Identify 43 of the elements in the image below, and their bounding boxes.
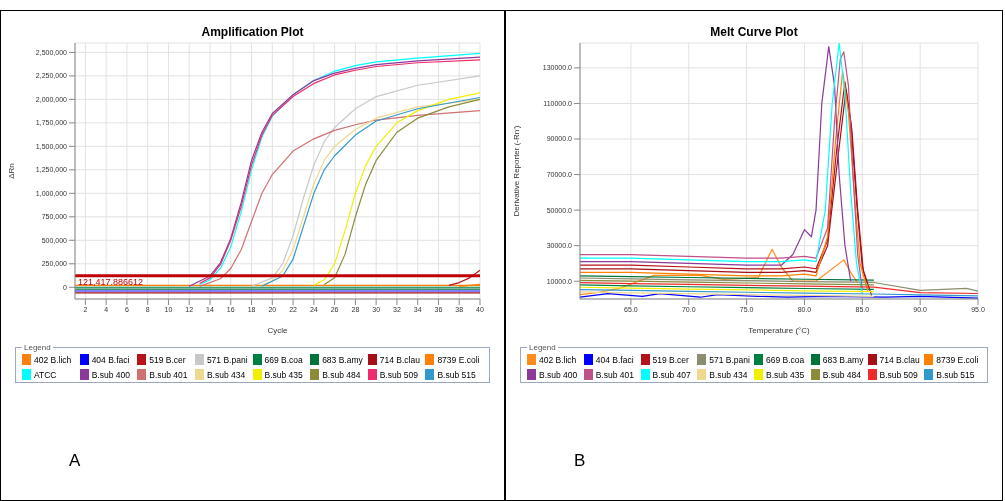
legend-label: B.sub 484 bbox=[821, 369, 863, 380]
legend-label: B.sub 401 bbox=[594, 369, 636, 380]
x-axis-title: Temperature (°C) bbox=[748, 326, 811, 335]
legend-label: 402 B.lich bbox=[33, 354, 73, 365]
legend-label: 571 B.pani bbox=[205, 354, 249, 365]
legend-label: B.sub 515 bbox=[436, 369, 477, 380]
legend-label: B.sub 515 bbox=[935, 369, 976, 380]
legend-label: B.sub 400 bbox=[90, 369, 131, 380]
y-axis-title: ΔRn bbox=[6, 163, 16, 179]
x-axis-title: Cycle bbox=[267, 326, 289, 335]
legend-label: B.sub 484 bbox=[321, 369, 362, 380]
legend-title: Legend bbox=[528, 343, 557, 352]
legend-label: B.sub 435 bbox=[263, 369, 304, 380]
text: A bbox=[69, 451, 81, 471]
text: B bbox=[574, 451, 586, 471]
legend-label: ATCC bbox=[33, 369, 58, 380]
chart-title: Amplification Plot bbox=[200, 25, 305, 39]
legend-label: B.sub 434 bbox=[205, 369, 247, 380]
legend-label: 404 B.faci bbox=[594, 354, 635, 365]
legend-label: 519 B.cer bbox=[148, 354, 187, 365]
legend-label: 404 B.faci bbox=[90, 354, 131, 365]
y-axis-title: Derivative Reporter (-Rn') bbox=[511, 125, 521, 217]
legend-label: B.sub 400 bbox=[538, 369, 579, 380]
legend-label: B.sub 401 bbox=[148, 369, 189, 380]
legend-label: 519 B.cer bbox=[651, 354, 690, 365]
legend-label: B.sub 509 bbox=[878, 369, 919, 380]
legend-label: 669 B.coa bbox=[765, 354, 806, 365]
legend-title: Legend bbox=[23, 343, 52, 352]
legend-label: B.sub 509 bbox=[378, 369, 420, 380]
legend-label: 402 B.lich bbox=[538, 354, 578, 365]
legend-label: B.sub 435 bbox=[765, 369, 806, 380]
legend-label: B.sub 434 bbox=[708, 369, 749, 380]
chart-title: Melt Curve Plot bbox=[709, 25, 799, 39]
legend-label: 571 B.pani bbox=[708, 354, 751, 365]
legend-label: 669 B.coa bbox=[263, 354, 304, 365]
legend-label: 8739 E.coli bbox=[436, 354, 481, 365]
legend-label: 683 B.amy bbox=[821, 354, 865, 365]
ref-line-label: 121,417.886612 bbox=[78, 277, 144, 288]
legend-label: B.sub 407 bbox=[651, 369, 692, 380]
legend-label: 714 B.clau bbox=[878, 354, 921, 365]
legend-label: 714 B.clau bbox=[378, 354, 421, 365]
legend-label: 8739 E.coli bbox=[935, 354, 980, 365]
legend-label: 683 B.amy bbox=[321, 354, 364, 365]
